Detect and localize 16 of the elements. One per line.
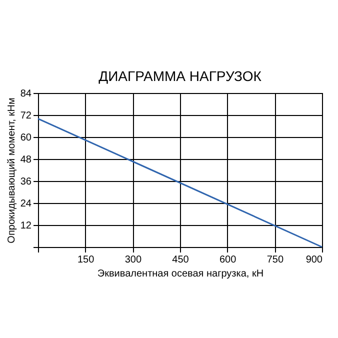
- y-axis-title: Опрокидывающий момент, кНм: [6, 98, 18, 244]
- y-tick-label: 60: [20, 132, 32, 144]
- x-tick-label: 600: [219, 254, 237, 266]
- y-tick-label: 48: [20, 154, 32, 166]
- x-tick-label: 150: [77, 254, 95, 266]
- y-tick-label: 12: [20, 220, 32, 232]
- x-tick-label: 900: [306, 254, 323, 266]
- x-tick-label: 300: [124, 254, 142, 266]
- y-tick-label: 84: [20, 88, 32, 100]
- y-tick-label: 72: [20, 110, 32, 122]
- x-tick-label: 450: [172, 254, 190, 266]
- y-tick-label: 36: [20, 176, 32, 188]
- chart-title: ДИАГРАММА НАГРУЗОК: [98, 68, 262, 84]
- y-tick-label: 24: [20, 198, 32, 210]
- x-axis-title: Эквивалентная осевая нагрузка, кН: [97, 268, 264, 280]
- x-tick-label: 750: [266, 254, 284, 266]
